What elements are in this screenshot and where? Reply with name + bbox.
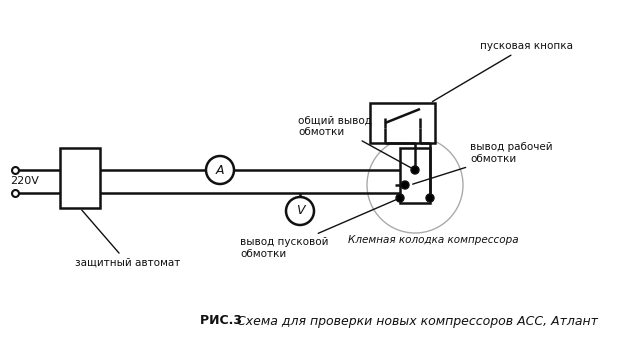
Bar [60,148,100,208]
Circle shape [426,194,434,202]
Bar [400,148,430,203]
Text: пусковая кнопка: пусковая кнопка [433,41,573,102]
Circle shape [396,194,404,202]
Bar [370,103,435,143]
Text: Схема для проверки новых компрессоров АСС, Атлант: Схема для проверки новых компрессоров АС… [237,315,598,327]
Text: 220V: 220V [10,176,39,187]
Text: Клемная колодка компрессора: Клемная колодка компрессора [348,235,518,245]
Text: A: A [216,164,224,176]
Text: V: V [296,205,304,218]
Text: вывод рабочей
обмотки: вывод рабочей обмотки [413,142,552,184]
Circle shape [401,181,409,189]
Circle shape [206,156,234,184]
Text: защитный автомат: защитный автомат [75,210,180,268]
Text: общий вывод
обмотки: общий вывод обмотки [298,115,413,169]
Circle shape [411,166,419,174]
Text: вывод пусковой
обмотки: вывод пусковой обмотки [240,199,397,259]
Circle shape [286,197,314,225]
Text: РИС.3: РИС.3 [200,315,246,327]
